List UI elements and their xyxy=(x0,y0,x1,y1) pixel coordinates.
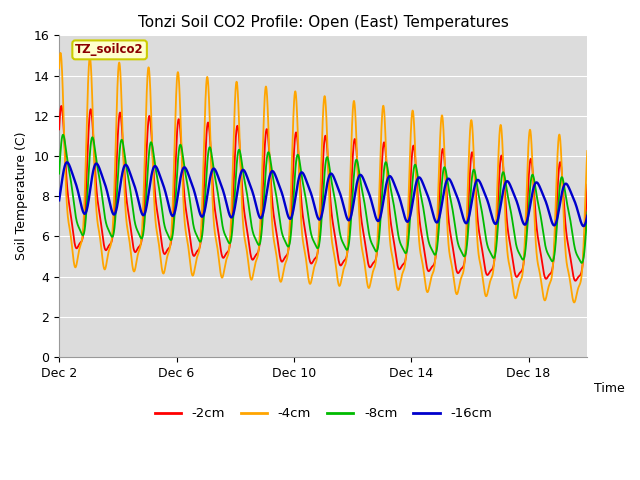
Text: Time: Time xyxy=(595,382,625,395)
Text: TZ_soilco2: TZ_soilco2 xyxy=(76,43,144,56)
Title: Tonzi Soil CO2 Profile: Open (East) Temperatures: Tonzi Soil CO2 Profile: Open (East) Temp… xyxy=(138,15,509,30)
Legend: -2cm, -4cm, -8cm, -16cm: -2cm, -4cm, -8cm, -16cm xyxy=(149,402,497,426)
Y-axis label: Soil Temperature (C): Soil Temperature (C) xyxy=(15,132,28,260)
